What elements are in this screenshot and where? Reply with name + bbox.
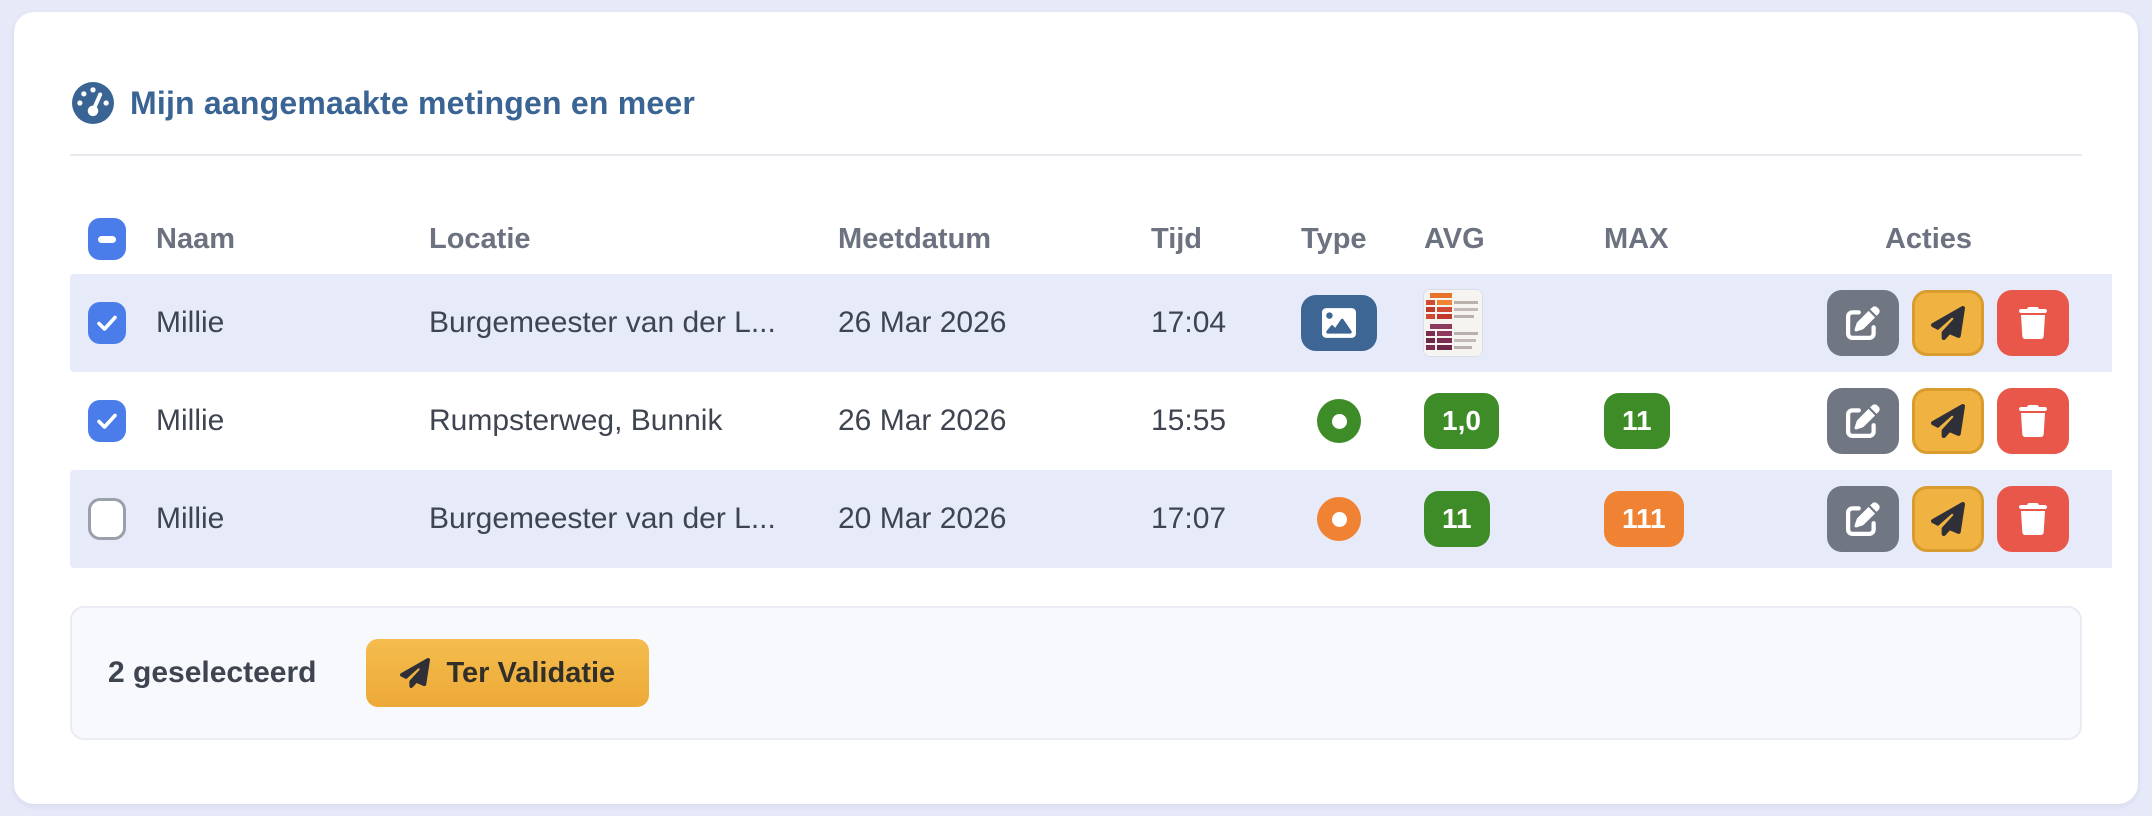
row-checkbox[interactable] (88, 498, 126, 540)
measurement-thumbnail[interactable] (1424, 290, 1482, 356)
cell-tijd: 17:04 (1131, 274, 1281, 372)
selected-count: 2 geselecteerd (108, 656, 317, 689)
cell-naam: Millie (156, 404, 225, 437)
selection-footer: 2 geselecteerd Ter Validatie (70, 606, 2082, 740)
trash-icon (2019, 307, 2047, 339)
cell-meetdatum: 20 Mar 2026 (818, 470, 1131, 568)
image-icon (1322, 308, 1356, 338)
table-row: Millie Burgemeester van der L... 26 Mar … (70, 274, 2112, 372)
avg-badge: 11 (1424, 491, 1490, 547)
row-actions (1827, 388, 2112, 454)
column-header-meetdatum: Meetdatum (838, 222, 992, 255)
paper-plane-icon (400, 658, 431, 688)
column-header-acties: Acties (1884, 222, 1973, 255)
ter-validatie-button[interactable]: Ter Validatie (366, 639, 650, 707)
cell-tijd: 17:07 (1131, 470, 1281, 568)
check-icon (97, 413, 117, 429)
trash-icon (2019, 503, 2047, 535)
edit-icon (1846, 502, 1880, 536)
row-checkbox[interactable] (88, 302, 126, 344)
column-header-tijd: Tijd (1151, 222, 1203, 255)
measurements-table: Naam Locatie Meetdatum Tijd Type AVG MAX… (70, 204, 2112, 568)
edit-button[interactable] (1827, 388, 1899, 454)
edit-icon (1846, 404, 1880, 438)
measurements-card: Mijn aangemaakte metingen en meer Naam L… (14, 12, 2138, 804)
delete-button[interactable] (1997, 388, 2069, 454)
row-actions (1827, 486, 2112, 552)
cell-naam: Millie (136, 470, 409, 568)
cell-locatie: Burgemeester van der L... (409, 470, 818, 568)
cell-naam: Millie (136, 274, 409, 372)
send-button[interactable] (1912, 290, 1984, 356)
column-header-type: Type (1301, 222, 1367, 255)
type-image-badge (1301, 295, 1377, 351)
paper-plane-icon (1931, 306, 1965, 340)
indeterminate-minus-icon (98, 235, 116, 243)
table-row: Millie Rumpsterweg, Bunnik 26 Mar 2026 1… (70, 372, 2112, 470)
row-checkbox[interactable] (88, 400, 126, 442)
cell-meetdatum: 26 Mar 2026 (838, 404, 1007, 437)
avg-badge: 1,0 (1424, 393, 1499, 449)
type-dot-icon (1317, 399, 1361, 443)
cell-max-empty (1584, 274, 1807, 372)
type-dot-icon (1317, 497, 1361, 541)
table-header-row: Naam Locatie Meetdatum Tijd Type AVG MAX… (70, 204, 2112, 274)
card-header: Mijn aangemaakte metingen en meer (56, 82, 2096, 124)
column-header-max: MAX (1604, 222, 1669, 255)
edit-button[interactable] (1827, 486, 1899, 552)
edit-icon (1846, 306, 1880, 340)
trash-icon (2019, 405, 2047, 437)
header-divider (70, 154, 2082, 156)
cell-meetdatum: 26 Mar 2026 (818, 274, 1131, 372)
edit-button[interactable] (1827, 290, 1899, 356)
gauge-icon (72, 82, 114, 124)
table-row: Millie Burgemeester van der L... 20 Mar … (70, 470, 2112, 568)
column-header-locatie: Locatie (429, 222, 531, 255)
max-badge: 11 (1604, 393, 1670, 449)
paper-plane-icon (1931, 502, 1965, 536)
cell-locatie: Rumpsterweg, Bunnik (429, 404, 723, 437)
select-all-checkbox[interactable] (88, 218, 126, 260)
send-button[interactable] (1912, 388, 1984, 454)
row-actions (1827, 290, 2112, 356)
send-button[interactable] (1912, 486, 1984, 552)
check-icon (97, 315, 117, 331)
delete-button[interactable] (1997, 486, 2069, 552)
page-title: Mijn aangemaakte metingen en meer (130, 84, 696, 121)
column-header-naam: Naam (156, 222, 235, 255)
max-badge: 111 (1604, 491, 1684, 547)
column-header-avg: AVG (1424, 222, 1485, 255)
cell-locatie: Burgemeester van der L... (409, 274, 818, 372)
ter-validatie-label: Ter Validatie (446, 656, 616, 689)
cell-tijd: 15:55 (1151, 404, 1227, 437)
paper-plane-icon (1931, 404, 1965, 438)
delete-button[interactable] (1997, 290, 2069, 356)
